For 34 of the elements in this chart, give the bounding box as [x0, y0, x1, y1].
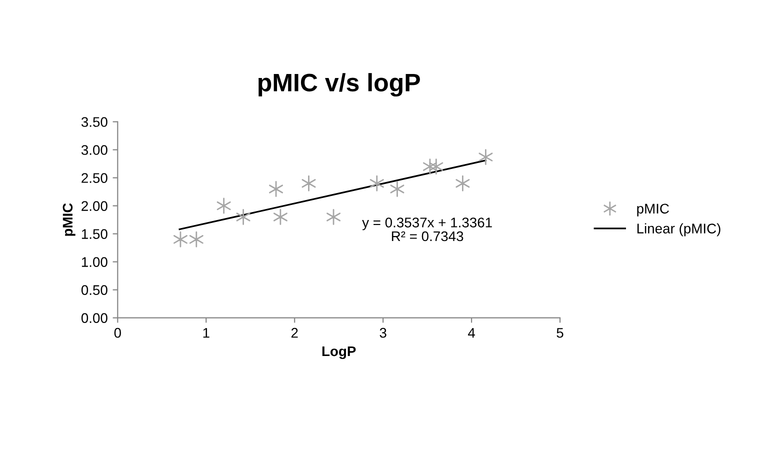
y-tick-label: 2.00	[82, 201, 108, 211]
point	[390, 181, 404, 197]
y-tick-label: 2.50	[82, 173, 108, 183]
x-tick-label: 0	[114, 328, 121, 338]
point	[429, 158, 444, 175]
point	[269, 181, 284, 197]
x-tick-label: 2	[291, 328, 298, 338]
y-axis-title: pMIC	[62, 203, 76, 236]
legend-label: Linear (pMIC)	[637, 223, 720, 236]
x-tick-label: 1	[203, 328, 210, 338]
point	[173, 231, 188, 248]
x-tick-label: 5	[556, 328, 564, 338]
point	[370, 175, 384, 192]
y-tick-label: 3.50	[81, 117, 108, 127]
x-axis-title: LogP	[322, 346, 356, 360]
point	[273, 209, 288, 225]
point	[189, 231, 204, 248]
y-tick-label: 1.50	[82, 229, 108, 239]
y-tick-label: 3.00	[81, 145, 108, 155]
point	[236, 209, 250, 225]
point	[216, 198, 231, 214]
point	[478, 149, 493, 166]
y-tick-label: 1.00	[82, 257, 108, 267]
y-tick-label: 0.50	[81, 285, 108, 295]
x-tick-label: 3	[380, 328, 386, 338]
point	[302, 175, 316, 192]
legend-label: pMIC	[637, 204, 669, 216]
annotation: y = 0.3537x + 1.3361	[362, 218, 492, 230]
annotation: R² = 0.7343	[392, 231, 464, 242]
point	[456, 175, 470, 192]
chart-title: pMIC v/s logP	[258, 73, 420, 96]
x-tick-label: 4	[468, 328, 475, 338]
point	[326, 209, 341, 225]
y-tick-label: 0.00	[81, 313, 108, 323]
